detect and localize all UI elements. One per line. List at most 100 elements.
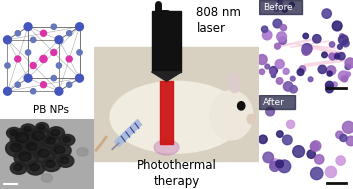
Circle shape (26, 161, 45, 175)
Circle shape (273, 19, 282, 28)
Circle shape (302, 46, 311, 55)
Circle shape (60, 134, 75, 146)
Circle shape (15, 82, 20, 87)
Text: After: After (263, 98, 285, 107)
Circle shape (297, 69, 304, 76)
Circle shape (282, 135, 292, 145)
Circle shape (5, 89, 10, 93)
Circle shape (67, 32, 71, 35)
Circle shape (52, 25, 55, 28)
Circle shape (259, 135, 267, 144)
Bar (259, 95, 295, 109)
Circle shape (31, 37, 36, 42)
Circle shape (307, 150, 316, 158)
Bar (259, 0, 301, 14)
Circle shape (67, 31, 72, 36)
Circle shape (24, 150, 35, 158)
Circle shape (318, 65, 327, 74)
Circle shape (346, 72, 351, 77)
Ellipse shape (110, 81, 243, 153)
Circle shape (335, 54, 340, 59)
Circle shape (10, 129, 36, 148)
Bar (152, 11, 181, 72)
Circle shape (56, 63, 61, 68)
Circle shape (60, 157, 69, 163)
Circle shape (311, 167, 323, 180)
Circle shape (329, 53, 335, 59)
Circle shape (265, 64, 270, 69)
Circle shape (210, 91, 253, 140)
Circle shape (52, 25, 56, 29)
Circle shape (270, 69, 275, 74)
Circle shape (263, 152, 274, 163)
Circle shape (327, 71, 332, 76)
Circle shape (5, 38, 10, 42)
Polygon shape (152, 72, 181, 81)
Circle shape (26, 76, 30, 80)
Circle shape (299, 66, 306, 72)
Circle shape (6, 64, 9, 67)
Circle shape (315, 155, 324, 164)
Circle shape (38, 149, 49, 157)
Circle shape (55, 87, 63, 95)
Circle shape (26, 50, 30, 54)
Circle shape (57, 64, 61, 68)
Circle shape (247, 114, 255, 124)
Circle shape (46, 137, 55, 144)
Circle shape (336, 131, 343, 139)
Circle shape (37, 137, 48, 146)
Circle shape (52, 77, 55, 80)
Circle shape (340, 134, 347, 142)
Circle shape (259, 69, 265, 74)
Circle shape (311, 141, 321, 151)
Circle shape (336, 156, 345, 165)
Circle shape (77, 50, 82, 55)
Circle shape (270, 159, 280, 169)
Circle shape (19, 152, 31, 161)
Circle shape (313, 35, 321, 43)
Circle shape (36, 123, 49, 132)
Circle shape (7, 127, 22, 139)
Circle shape (31, 38, 35, 42)
Circle shape (342, 40, 349, 47)
Circle shape (5, 63, 10, 68)
Circle shape (332, 21, 342, 31)
Circle shape (10, 134, 21, 143)
Circle shape (293, 146, 305, 157)
Bar (94, 47, 259, 161)
Circle shape (308, 77, 313, 82)
Circle shape (339, 35, 348, 45)
Circle shape (16, 31, 20, 35)
Circle shape (16, 83, 20, 87)
Circle shape (67, 83, 71, 87)
Text: PB NPs: PB NPs (34, 105, 70, 115)
Circle shape (257, 54, 267, 64)
Circle shape (276, 160, 283, 168)
Circle shape (77, 50, 82, 54)
Circle shape (325, 85, 333, 93)
Circle shape (31, 89, 36, 94)
Circle shape (270, 161, 280, 171)
Circle shape (16, 133, 29, 143)
Circle shape (329, 42, 335, 47)
Circle shape (279, 37, 286, 44)
Circle shape (27, 127, 52, 146)
Bar (160, 81, 173, 144)
Circle shape (4, 87, 11, 95)
Circle shape (238, 102, 245, 110)
Circle shape (340, 34, 344, 38)
Circle shape (339, 71, 348, 81)
Circle shape (322, 52, 327, 58)
Circle shape (15, 56, 21, 62)
Circle shape (14, 148, 38, 167)
Circle shape (282, 7, 287, 12)
Circle shape (270, 67, 277, 74)
Circle shape (332, 82, 337, 87)
Bar (115, 120, 142, 147)
Circle shape (67, 83, 71, 86)
Circle shape (337, 44, 342, 49)
Circle shape (266, 107, 275, 116)
Circle shape (341, 76, 347, 82)
Circle shape (14, 164, 22, 170)
Circle shape (15, 31, 20, 36)
